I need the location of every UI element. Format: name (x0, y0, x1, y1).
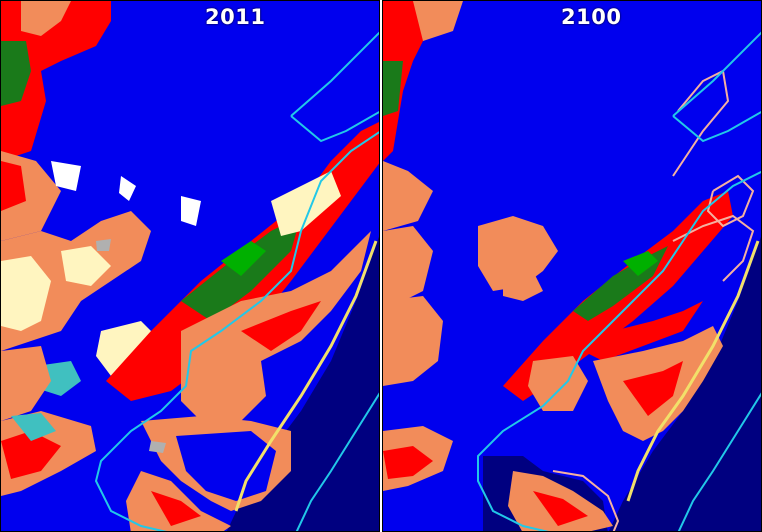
mainland-developed-north (383, 1, 453, 161)
sand-island-3 (181, 196, 201, 226)
tidal-flat-west (1, 256, 51, 331)
gray-patch (149, 441, 166, 453)
marsh-island-west (478, 216, 558, 291)
southwest-developed (383, 446, 433, 479)
protected-outline-east (706, 174, 755, 228)
southwest-marsh (1, 346, 51, 421)
protected-outline-south (552, 470, 620, 531)
map-panel-2100: 2100 (382, 0, 762, 532)
peninsula-flat (271, 171, 341, 236)
central-pond (261, 331, 331, 396)
mainland-forest-north (383, 61, 403, 116)
peninsula-marsh (623, 251, 658, 276)
southern-lagoon (176, 431, 276, 501)
ocean-beach (234, 240, 378, 512)
year-label-2100: 2100 (561, 5, 622, 29)
west-marsh (383, 226, 433, 301)
southern-ridge-developed (573, 301, 703, 361)
ocean (226, 236, 379, 531)
southern-developed (533, 491, 588, 526)
year-label-2011: 2011 (205, 5, 266, 29)
southern-developed (151, 491, 201, 526)
protected-outline-east-2 (672, 214, 755, 282)
boundary-line-inner (94, 131, 379, 531)
mainland-dryland-north (413, 1, 463, 41)
boundary-line-north (290, 31, 379, 117)
boundary-line-ocean (295, 392, 379, 531)
mainland-dryland-north (21, 1, 71, 36)
protected-outline-north (672, 69, 730, 177)
boundary-line-north-2 (290, 110, 379, 143)
central-developed (241, 301, 321, 351)
gray-patch-2 (96, 239, 111, 251)
mainland-developed-north (1, 1, 111, 161)
southwest-developed (1, 431, 61, 479)
boundary-line-ocean (677, 392, 761, 531)
tidal-flat-west-2 (61, 246, 111, 286)
west-shore-dryland (383, 161, 433, 231)
west-marsh-south (383, 296, 443, 386)
central-developed (623, 361, 683, 416)
ocean-beach (626, 240, 760, 502)
sand-island-2 (119, 176, 136, 201)
boundary-line-inner (477, 170, 761, 531)
marsh-island-west-2 (503, 271, 543, 301)
map-2011 (1, 1, 379, 531)
map-2100 (383, 1, 761, 531)
west-shore-developed (1, 161, 26, 211)
southwest-transitional (11, 413, 56, 441)
sand-island-1 (51, 161, 81, 191)
peninsula-marsh (221, 241, 266, 276)
boundary-line-north (672, 31, 761, 117)
ocean (608, 236, 761, 531)
boundary-line-north-2 (672, 110, 761, 143)
map-panel-2011: 2011 (0, 0, 380, 532)
mainland-forest-north (1, 41, 31, 106)
